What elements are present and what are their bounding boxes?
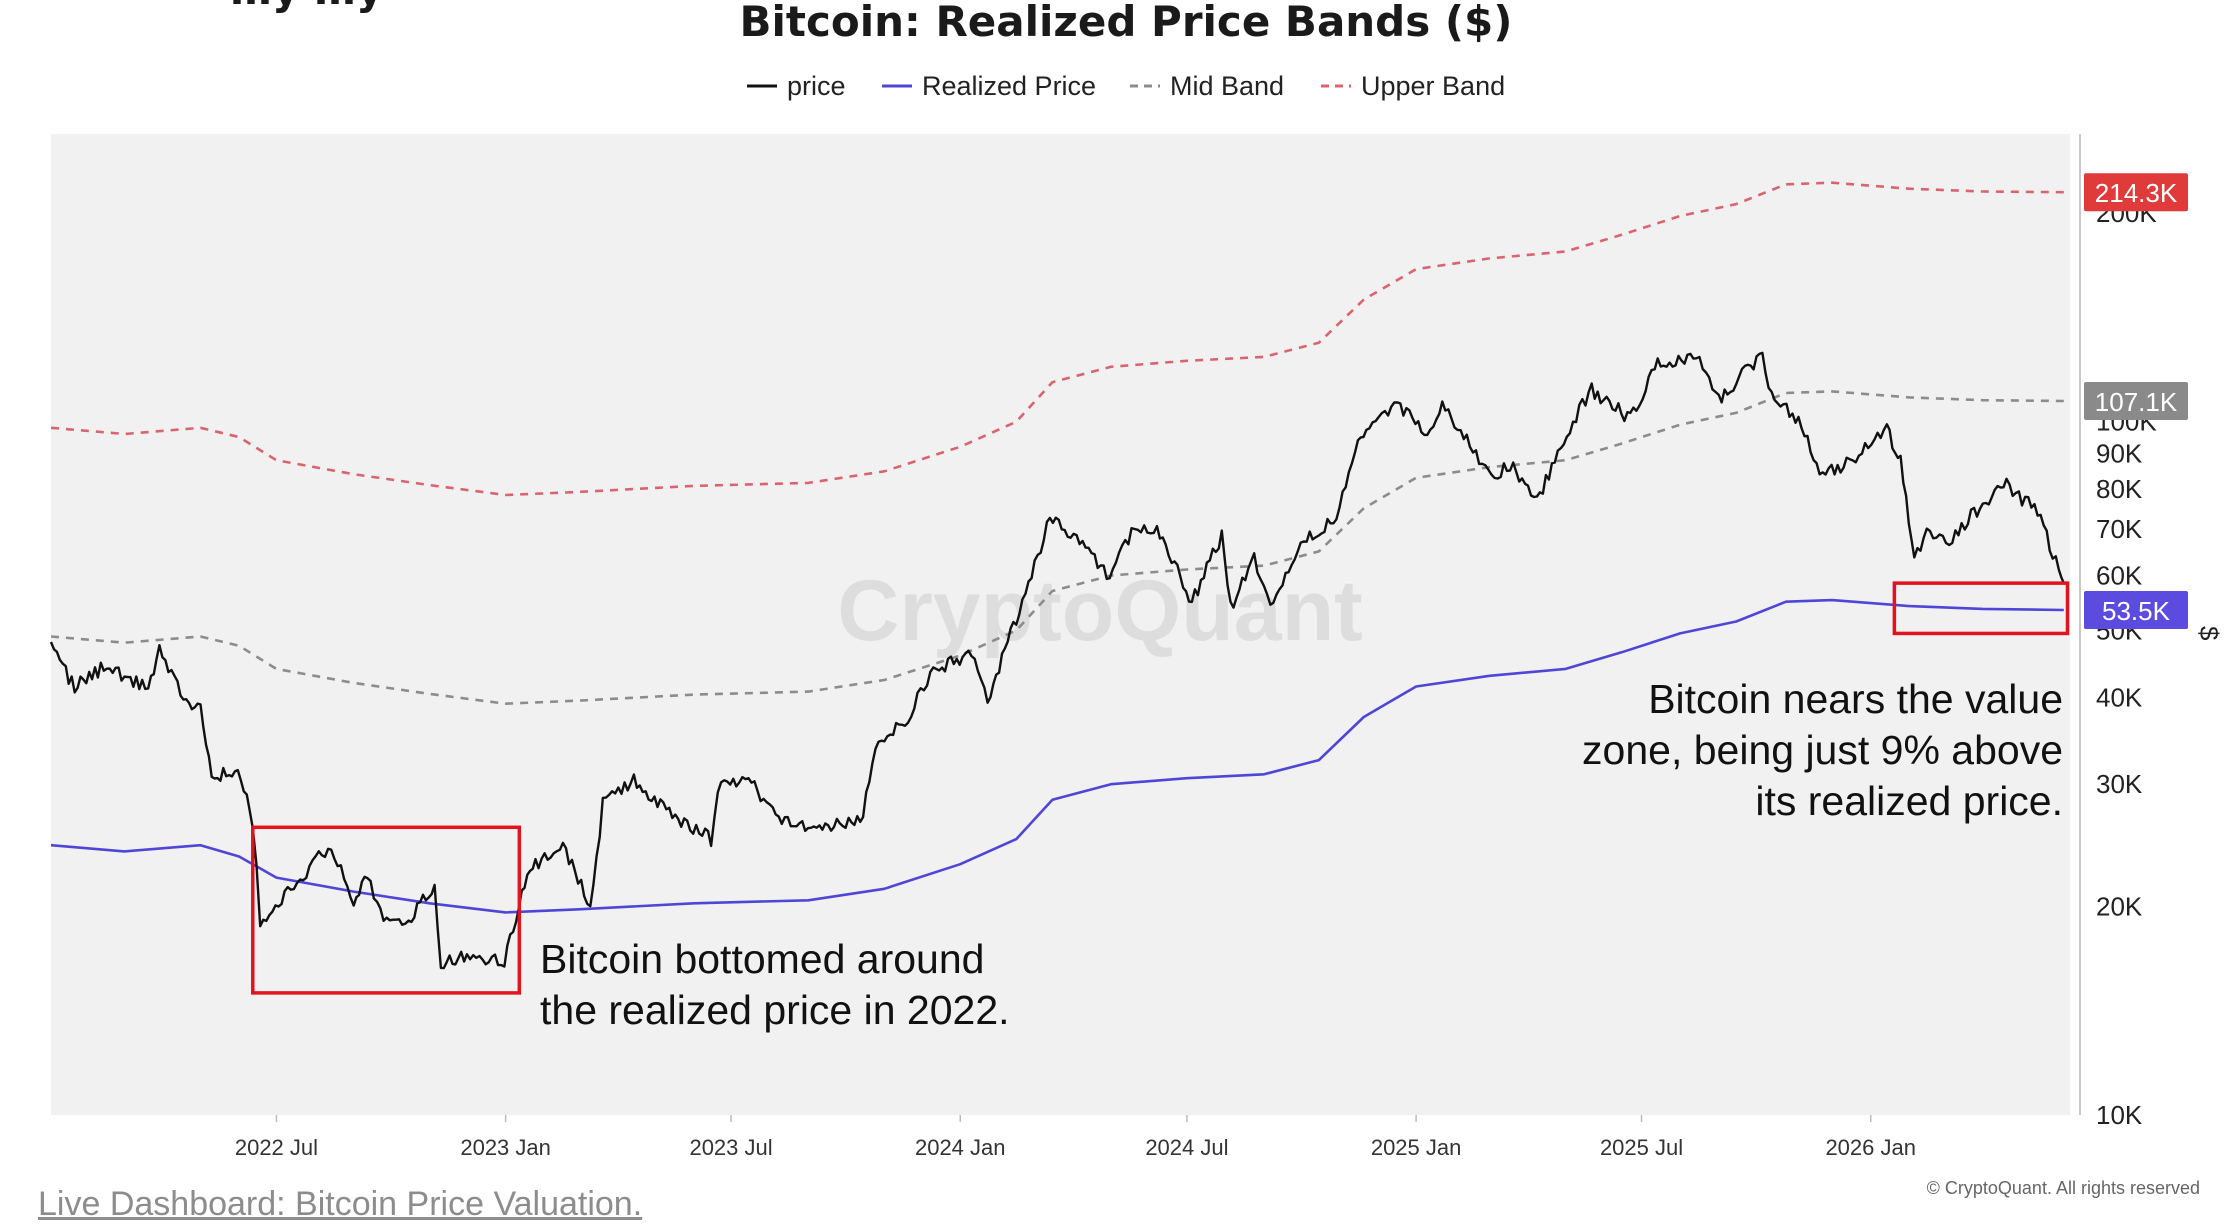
last-value-tag-realized-price: 53.5K xyxy=(2084,591,2188,630)
copyright-notice: © CryptoQuant. All rights reserved xyxy=(1926,1178,2200,1198)
svg-text:53.5K: 53.5K xyxy=(2102,596,2171,626)
x-tick-label: 2023 Jan xyxy=(460,1135,551,1160)
annotations: Bitcoin bottomed around the realized pric… xyxy=(540,676,2063,1033)
highlight-boxes xyxy=(251,581,2070,995)
y-tick-label: 80K xyxy=(2096,474,2143,504)
series-line-realized-price[interactable] xyxy=(50,598,2064,914)
y-axis-unit-label: $ xyxy=(2194,626,2224,641)
x-tick-label: 2026 Jan xyxy=(1825,1135,1916,1160)
highlight-box-1 xyxy=(251,825,522,995)
series-line-price[interactable] xyxy=(49,351,2065,970)
svg-text:the realized price in 2022.: the realized price in 2022. xyxy=(540,987,1010,1033)
svg-text:zone, being just 9% above: zone, being just 9% above xyxy=(1582,727,2063,773)
svg-text:214.3K: 214.3K xyxy=(2095,178,2178,208)
legend-label-realized-price: Realized Price xyxy=(922,71,1096,101)
legend-item-price[interactable]: price xyxy=(747,71,846,101)
last-value-tag-upper-band: 214.3K xyxy=(2084,173,2188,212)
x-tick-label: 2022 Jul xyxy=(235,1135,318,1160)
watermark-logo: CryptoQuant xyxy=(837,563,1363,659)
last-value-tag-mid-band: 107.1K xyxy=(2084,382,2188,421)
y-tick-label: 90K xyxy=(2096,438,2143,468)
x-tick-label: 2024 Jul xyxy=(1145,1135,1228,1160)
legend-label-upper-band: Upper Band xyxy=(1361,71,1505,101)
highlight-box-2 xyxy=(1892,581,2070,636)
x-tick-label: 2025 Jul xyxy=(1600,1135,1683,1160)
x-tick-label: 2025 Jan xyxy=(1371,1135,1462,1160)
y-tick-label: 60K xyxy=(2096,561,2143,591)
legend-item-realized-price[interactable]: Realized Price xyxy=(882,71,1096,101)
annotation-bottom-2022: Bitcoin bottomed around the realized pric… xyxy=(540,936,1010,1033)
legend-label-price: price xyxy=(787,71,846,101)
x-tick-label: 2023 Jul xyxy=(689,1135,772,1160)
plot-area[interactable] xyxy=(51,134,2070,1115)
y-tick-label: 40K xyxy=(2096,683,2143,713)
y-tick-label: 70K xyxy=(2096,514,2143,544)
series-layer xyxy=(49,181,2065,970)
y-tick-label: 20K xyxy=(2096,891,2143,921)
svg-text:107.1K: 107.1K xyxy=(2095,387,2178,417)
y-tick-label: 30K xyxy=(2096,769,2143,799)
chart-title: Bitcoin: Realized Price Bands ($) xyxy=(740,0,1513,46)
live-dashboard-link[interactable]: Live Dashboard: Bitcoin Price Valuation. xyxy=(38,1185,643,1223)
svg-text:its realized price.: its realized price. xyxy=(1755,778,2063,824)
legend-label-mid-band: Mid Band xyxy=(1170,71,1284,101)
svg-text:Bitcoin nears the value: Bitcoin nears the value xyxy=(1648,676,2063,722)
legend-item-upper-band[interactable]: Upper Band xyxy=(1321,71,1505,101)
svg-text:Bitcoin bottomed around: Bitcoin bottomed around xyxy=(540,936,984,982)
legend-item-mid-band[interactable]: Mid Band xyxy=(1130,71,1284,101)
legend: price Realized Price Mid Band Upper Band xyxy=(747,71,1505,101)
x-axis-ticks: 2022 Jul 2023 Jan 2023 Jul 2024 Jan 2024 Jul… xyxy=(235,1115,1916,1160)
y-tick-label: 10K xyxy=(2096,1100,2143,1130)
cropped-header-text: …y …y xyxy=(230,0,383,14)
series-line-upper-band[interactable] xyxy=(50,181,2064,497)
annotation-value-zone: Bitcoin nears the value zone, being just … xyxy=(1582,676,2063,824)
last-value-tags: 214.3K 107.1K 53.5K xyxy=(2084,173,2188,630)
x-tick-label: 2024 Jan xyxy=(915,1135,1006,1160)
